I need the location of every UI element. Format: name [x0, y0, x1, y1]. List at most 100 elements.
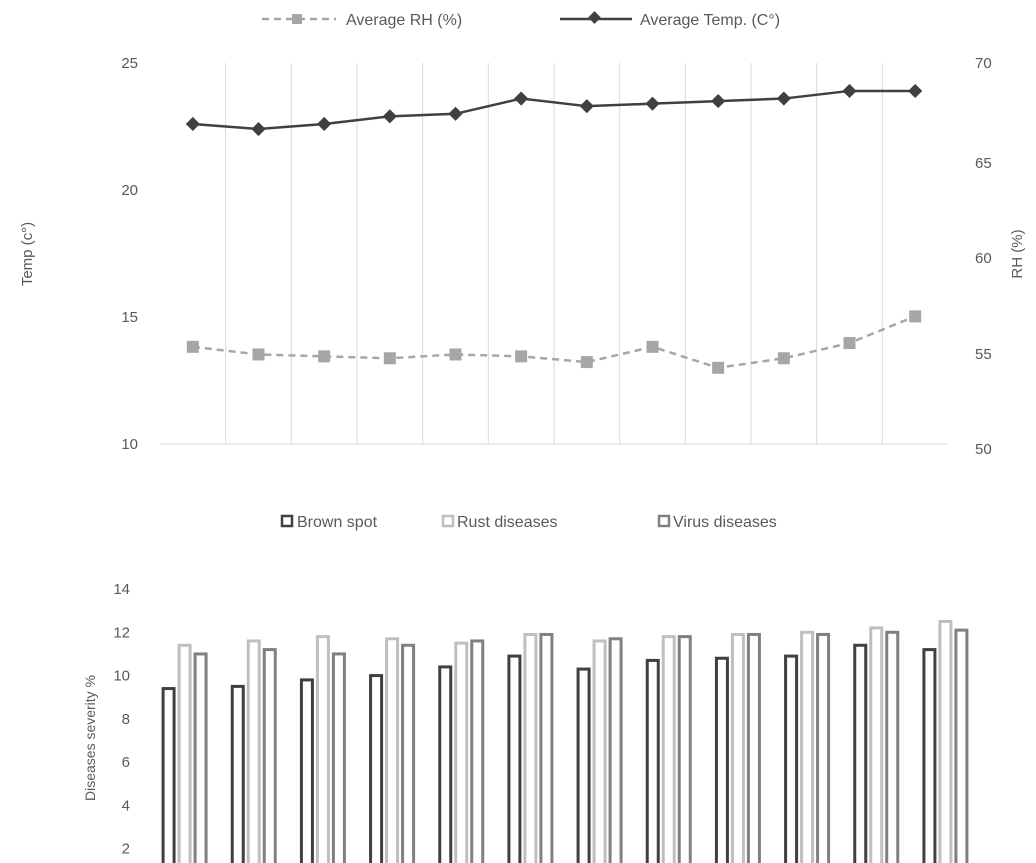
- legend-virus-label: Virus diseases: [673, 514, 777, 531]
- legend-rh-label: Average RH (%): [346, 12, 462, 29]
- rh-point: [252, 348, 265, 361]
- temp-point: [711, 94, 726, 109]
- legend-temp-label: Average Temp. (C°): [640, 12, 780, 29]
- rh-point: [515, 350, 528, 363]
- temp-point: [251, 121, 266, 137]
- rust-bar: [938, 619, 953, 863]
- bar-chart: Brown spot Rust diseases Virus diseases …: [82, 514, 969, 863]
- virus-bar: [401, 643, 416, 863]
- virus-bar: [331, 652, 346, 863]
- rust-bar: [869, 626, 884, 863]
- legend-rust-swatch: [441, 514, 455, 528]
- rust-bar: [246, 639, 261, 863]
- line-chart: Average RH (%) Average Temp. (C°) 10 15 …: [19, 11, 1026, 458]
- left-tick-20: 20: [121, 182, 138, 199]
- line-legend: Average RH (%) Average Temp. (C°): [262, 11, 780, 29]
- virus-bar: [193, 652, 208, 863]
- left-y-axis: 10 15 20 25 Temp (c°): [19, 55, 138, 453]
- brown-spot-bar: [853, 643, 868, 863]
- temp-point: [579, 99, 594, 114]
- rh-point: [318, 350, 331, 363]
- rh-point: [843, 337, 856, 350]
- bar-tick-12: 12: [113, 624, 130, 641]
- rh-point: [580, 356, 593, 369]
- rh-point: [777, 352, 790, 365]
- rh-point: [712, 361, 725, 374]
- virus-bar: [262, 648, 277, 863]
- left-tick-25: 25: [121, 55, 138, 72]
- temp-point: [382, 109, 397, 124]
- temp-point: [317, 116, 332, 132]
- brown-spot-bar: [922, 648, 937, 863]
- right-y-axis: 50 55 60 65 70 RH (%): [975, 55, 1026, 458]
- series-line-rh: [192, 315, 916, 370]
- virus-bar: [470, 639, 485, 863]
- left-axis-title: Temp (c°): [19, 222, 36, 286]
- legend-rh-marker: [292, 14, 302, 24]
- bar-axis-title: Diseases severity %: [82, 675, 98, 801]
- brown-spot-bar: [714, 656, 729, 863]
- brown-spot-bar: [576, 667, 591, 863]
- right-tick-60: 60: [975, 250, 992, 267]
- virus-bar: [885, 630, 900, 863]
- left-tick-15: 15: [121, 309, 138, 326]
- brown-spot-bar: [507, 654, 522, 863]
- brown-spot-bar: [299, 678, 314, 863]
- bar-series: [161, 619, 969, 863]
- series-line-temp: [192, 89, 916, 131]
- temp-point: [645, 96, 660, 111]
- rust-bar: [592, 639, 607, 863]
- bar-tick-4: 4: [122, 797, 130, 814]
- brown-spot-bar: [438, 665, 453, 863]
- temp-point: [185, 116, 200, 132]
- rust-bar: [315, 635, 330, 863]
- bar-legend: Brown spot Rust diseases Virus diseases: [280, 514, 777, 531]
- bar-tick-6: 6: [122, 754, 130, 771]
- virus-bar: [746, 632, 761, 863]
- rust-bar: [800, 630, 815, 863]
- legend-brown-spot-label: Brown spot: [297, 514, 378, 531]
- virus-bar: [608, 637, 623, 863]
- legend-rust-label: Rust diseases: [457, 514, 558, 531]
- legend-temp-marker: [588, 11, 601, 24]
- right-tick-65: 65: [975, 155, 992, 172]
- right-tick-50: 50: [975, 441, 992, 458]
- right-tick-70: 70: [975, 55, 992, 72]
- rust-bar: [454, 641, 469, 863]
- brown-spot-bar: [230, 684, 245, 863]
- temp-point: [908, 83, 923, 99]
- bar-tick-14: 14: [113, 581, 130, 598]
- brown-spot-bar: [784, 654, 799, 863]
- virus-bar: [539, 632, 554, 863]
- line-series: [185, 83, 923, 374]
- left-tick-10: 10: [121, 436, 138, 453]
- rust-bar: [385, 637, 400, 863]
- brown-spot-bar: [369, 674, 384, 863]
- brown-spot-bar: [161, 687, 176, 863]
- right-axis-title: RH (%): [1009, 229, 1026, 278]
- rh-point: [909, 310, 922, 323]
- rust-bar: [730, 632, 745, 863]
- legend-virus-swatch: [657, 514, 671, 528]
- bar-y-axis: 2 4 6 8 10 12 14: [113, 581, 130, 858]
- rh-point: [383, 352, 396, 365]
- bar-tick-2: 2: [122, 841, 130, 858]
- temp-point: [448, 106, 463, 121]
- right-tick-55: 55: [975, 346, 992, 363]
- bar-tick-8: 8: [122, 711, 130, 728]
- rust-bar: [661, 635, 676, 863]
- legend-brown-spot-swatch: [280, 514, 294, 528]
- bar-tick-10: 10: [113, 668, 130, 685]
- temp-point: [514, 91, 529, 106]
- temp-point: [776, 91, 791, 106]
- brown-spot-bar: [645, 658, 660, 863]
- virus-bar: [677, 635, 692, 863]
- rh-point: [186, 340, 199, 353]
- virus-bar: [954, 628, 969, 863]
- rh-point: [449, 348, 462, 361]
- rust-bar: [177, 643, 192, 863]
- virus-bar: [816, 632, 831, 863]
- temp-point: [842, 83, 857, 99]
- rh-point: [646, 340, 659, 353]
